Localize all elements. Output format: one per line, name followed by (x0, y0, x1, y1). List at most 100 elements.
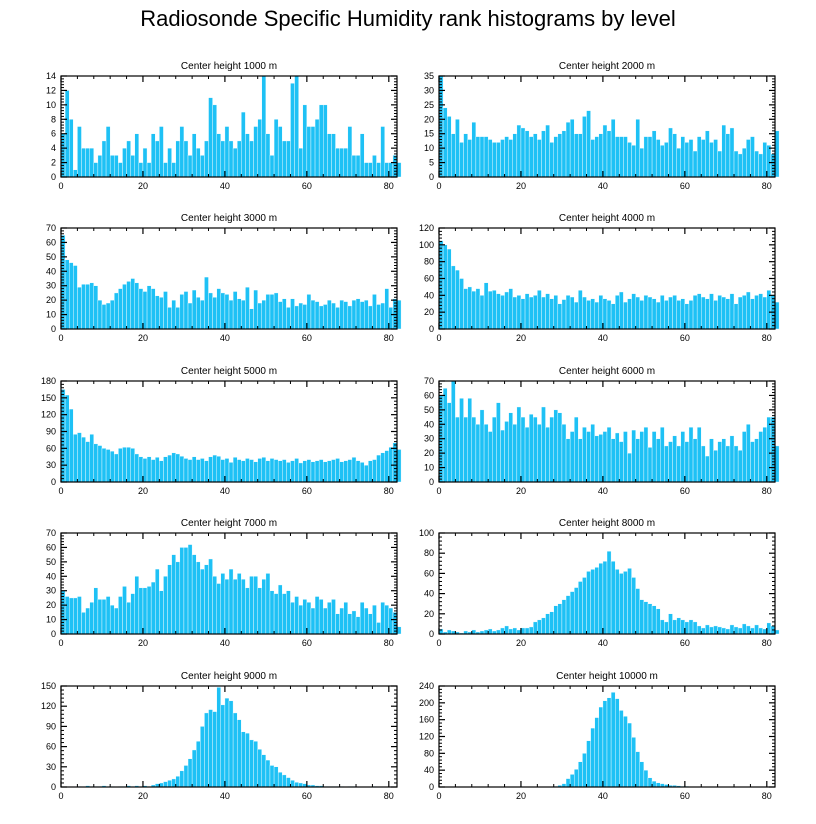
histogram-bar (64, 394, 70, 483)
histogram-bar (684, 441, 690, 483)
y-tick-label: 10 (46, 615, 56, 625)
x-tick-label: 0 (436, 791, 441, 801)
histogram-bar (101, 599, 107, 635)
histogram-bar (504, 625, 509, 635)
histogram-bar (273, 119, 279, 178)
histogram-bar (150, 133, 156, 178)
histogram-bar (442, 244, 448, 330)
histogram-bar (249, 576, 254, 635)
histogram-bar (347, 613, 353, 635)
histogram-bar (273, 766, 279, 788)
histogram-bar (134, 282, 140, 330)
histogram-bar (277, 301, 283, 330)
histogram-bar (459, 398, 464, 483)
y-tick-label: 15 (424, 129, 434, 139)
histogram-bar (651, 780, 657, 788)
histogram-bar (545, 293, 550, 330)
histogram-bar (224, 294, 230, 330)
histogram-bar (179, 455, 185, 483)
y-tick-label: 50 (46, 252, 56, 262)
histogram-bar (130, 593, 135, 635)
histogram-bar (232, 291, 238, 330)
histogram-bar (627, 568, 632, 635)
histogram-bar (668, 127, 673, 178)
histogram-bar (680, 136, 686, 178)
histogram-bar (664, 300, 669, 330)
x-tick-label: 0 (58, 791, 63, 801)
histogram-bar (376, 162, 381, 178)
histogram-bar (138, 456, 144, 483)
panel-title: Center height 3000 m (181, 213, 277, 224)
x-tick-label: 60 (680, 486, 690, 496)
histogram-bar (64, 259, 70, 330)
x-tick-label: 20 (138, 486, 148, 496)
x-tick-label: 40 (220, 181, 230, 191)
histogram-bar (569, 119, 575, 178)
histogram-bar (528, 626, 534, 635)
histogram-bar (343, 147, 349, 178)
histogram-bar (692, 438, 698, 483)
x-tick-label: 40 (220, 486, 230, 496)
histogram-bar (725, 628, 731, 635)
histogram-bar (273, 292, 279, 330)
y-tick-label: 0 (51, 172, 56, 182)
histogram-bar (578, 438, 583, 483)
y-tick-label: 60 (46, 542, 56, 552)
y-tick-label: 120 (41, 410, 56, 420)
histogram-bar (696, 426, 702, 483)
histogram-bar (582, 426, 587, 483)
histogram-bar (150, 288, 156, 330)
histogram-bar (684, 303, 690, 330)
histogram-bar (224, 578, 230, 635)
histogram-bar (541, 617, 546, 635)
histogram-bar (372, 294, 377, 330)
histogram-bar (187, 758, 193, 788)
histogram-bar (77, 126, 82, 178)
x-tick-label: 80 (384, 791, 394, 801)
x-tick-label: 20 (516, 333, 526, 343)
histogram-bar (537, 619, 542, 635)
y-tick-label: 30 (46, 586, 56, 596)
histogram-bar (265, 460, 271, 483)
histogram-bar (762, 628, 768, 635)
histogram-bar (355, 155, 361, 178)
histogram-bar (590, 424, 595, 483)
histogram-bar (130, 278, 135, 330)
x-tick-label: 80 (762, 181, 772, 191)
histogram-bar (594, 435, 600, 483)
histogram-bar (688, 139, 694, 178)
histogram-bar (737, 450, 743, 483)
y-tick-label: 30 (424, 434, 434, 444)
x-tick-label: 20 (516, 486, 526, 496)
histogram-bar (212, 576, 217, 635)
histogram-bar (294, 782, 299, 788)
histogram-bar (277, 126, 283, 178)
histogram-bar (451, 133, 456, 178)
histogram-bar (159, 782, 164, 788)
histogram-bar (167, 454, 172, 483)
histogram-bar (286, 590, 291, 635)
histogram-bar (688, 426, 694, 483)
x-tick-label: 60 (302, 791, 312, 801)
histogram-bar (582, 116, 587, 178)
histogram-bar (635, 588, 640, 635)
histogram-bar (500, 429, 505, 483)
histogram-bar (594, 136, 600, 178)
histogram-bar (557, 412, 563, 483)
histogram-bar (109, 299, 115, 330)
histogram-bar (331, 302, 336, 330)
x-tick-label: 40 (220, 791, 230, 801)
panel-title: Center height 1000 m (181, 61, 277, 72)
y-tick-label: 50 (424, 405, 434, 415)
histogram-bar (733, 626, 739, 635)
histogram-bar (294, 458, 299, 483)
histogram-bar (163, 576, 168, 635)
histogram-bar (73, 265, 78, 330)
histogram-bar (175, 140, 181, 178)
histogram-bar (754, 438, 759, 483)
histogram-bar (257, 302, 262, 330)
y-tick-label: 12 (46, 85, 56, 95)
histogram-bar (602, 298, 608, 330)
histogram-bar (631, 577, 636, 635)
histogram-bar (487, 290, 493, 330)
